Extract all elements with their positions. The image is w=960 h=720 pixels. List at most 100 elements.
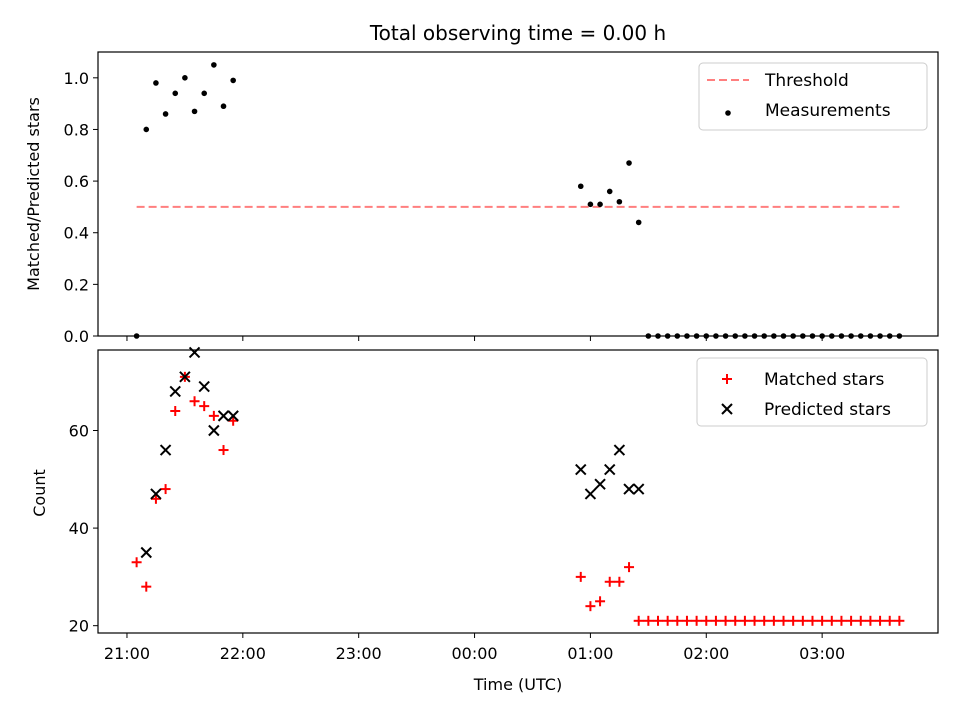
matched-star-marker — [701, 615, 712, 626]
x-axis-label: Time (UTC) — [473, 675, 562, 694]
legend-label: Matched stars — [764, 370, 884, 390]
predicted-star-marker — [159, 444, 172, 456]
matched-star-marker — [672, 615, 683, 626]
legend-label: Threshold — [764, 71, 849, 91]
measurement-point — [172, 90, 179, 97]
matched-star-marker — [228, 415, 239, 426]
matched-star-marker — [604, 576, 615, 587]
predicted-star-marker — [613, 444, 626, 456]
bottom-axes-frame — [97, 349, 939, 634]
y-axis-label: Count — [30, 469, 49, 517]
matched-star-marker — [739, 615, 750, 626]
matched-star-marker — [160, 484, 171, 495]
matched-star-marker — [131, 557, 142, 568]
predicted-star-marker — [188, 346, 201, 359]
predicted-marker-stroke — [604, 463, 616, 476]
measurement-point — [191, 108, 198, 115]
measurement-point — [143, 126, 150, 133]
matched-star-marker — [875, 615, 886, 626]
legend-box — [696, 357, 928, 427]
top-axes-frame — [97, 51, 939, 337]
predicted-marker-stroke — [584, 488, 597, 500]
matched-star-marker — [585, 601, 596, 612]
y-tick-label: 0.0 — [64, 327, 89, 346]
matched-star-marker — [884, 615, 895, 626]
matched-star-marker — [836, 615, 847, 626]
y-tick-label: 40 — [69, 519, 89, 538]
x-tick-label: 22:00 — [220, 644, 266, 663]
predicted-star-marker — [632, 483, 645, 495]
measurement-point — [616, 198, 623, 205]
predicted-marker-stroke — [217, 410, 230, 422]
measurement-point — [606, 188, 613, 195]
measurement-point — [626, 160, 632, 166]
matched-star-marker — [141, 581, 152, 592]
predicted-star-marker — [604, 463, 616, 476]
matched-star-marker — [662, 615, 673, 626]
matched-star-marker — [710, 615, 721, 626]
matched-star-marker — [720, 615, 731, 626]
predicted-star-marker — [227, 410, 239, 422]
matched-star-marker — [846, 615, 857, 626]
measurement-point — [153, 80, 159, 86]
measurement-point — [182, 75, 188, 81]
legend-predicted-swatch — [721, 403, 733, 415]
matched-star-marker — [170, 405, 181, 416]
predicted-star-marker — [150, 488, 162, 500]
measurement-point — [162, 111, 169, 117]
x-tick-label: 00:00 — [451, 644, 497, 663]
matched-star-marker — [189, 396, 200, 407]
y-tick-label: 60 — [69, 422, 89, 441]
legend-label: Measurements — [765, 101, 891, 121]
predicted-star-marker — [623, 483, 635, 495]
measurement-point — [211, 62, 217, 68]
predicted-marker-stroke — [208, 424, 220, 437]
predicted-marker-stroke — [632, 483, 645, 495]
x-tick-label: 03:00 — [799, 644, 845, 663]
y-tick-label: 0.8 — [64, 120, 89, 139]
predicted-star-marker — [594, 478, 606, 490]
legend-measurement-swatch — [725, 110, 731, 116]
matched-star-marker — [759, 615, 770, 626]
matched-star-marker — [826, 615, 837, 626]
measurement-point — [635, 219, 642, 226]
y-tick-label: 20 — [69, 617, 89, 636]
predicted-marker-stroke — [179, 371, 191, 383]
predicted-star-marker — [198, 380, 210, 393]
matched-star-marker — [797, 615, 808, 626]
measurement-point — [201, 90, 208, 97]
predicted-marker-stroke — [594, 478, 606, 490]
matched-star-marker — [595, 596, 606, 607]
predicted-star-marker — [575, 463, 587, 476]
bottom-panel: 20 40 60 21:00 22:00 23:00 00:00 01:00 02:00 03:0… — [30, 346, 939, 694]
matched-star-marker — [691, 615, 702, 626]
measurement-point — [587, 201, 594, 208]
predicted-marker-stroke — [198, 380, 210, 393]
predicted-star-marker — [208, 424, 220, 437]
x-tick-label: 23:00 — [336, 644, 382, 663]
bottom-legend: Matched stars Predicted stars — [696, 357, 928, 427]
matched-star-marker — [614, 576, 625, 587]
y-tick-label: 1.0 — [64, 69, 89, 88]
chart-title: Total observing time = 0.00 h — [369, 21, 666, 45]
matched-star-marker — [653, 615, 663, 626]
x-tick-label: 01:00 — [567, 644, 613, 663]
matched-star-marker — [575, 571, 586, 582]
y-axis-label: Matched/Predicted stars — [24, 97, 43, 291]
matched-star-marker — [855, 615, 866, 626]
predicted-star-marker — [169, 385, 181, 398]
predicted-star-marker — [584, 488, 597, 500]
predicted-marker-stroke — [575, 463, 587, 476]
top-legend: Threshold Measurements — [698, 62, 928, 131]
y-tick-label: 0.6 — [64, 172, 89, 191]
matched-star-marker — [218, 445, 229, 456]
measurement-point — [597, 201, 603, 208]
matched-star-marker — [778, 615, 789, 626]
predicted-star-marker — [140, 546, 152, 559]
predicted-marker-stroke — [227, 410, 239, 422]
matched-star-marker — [768, 615, 779, 626]
legend-box — [698, 62, 928, 131]
y-tick-label: 0.4 — [64, 224, 89, 243]
predicted-star-marker — [179, 371, 191, 383]
